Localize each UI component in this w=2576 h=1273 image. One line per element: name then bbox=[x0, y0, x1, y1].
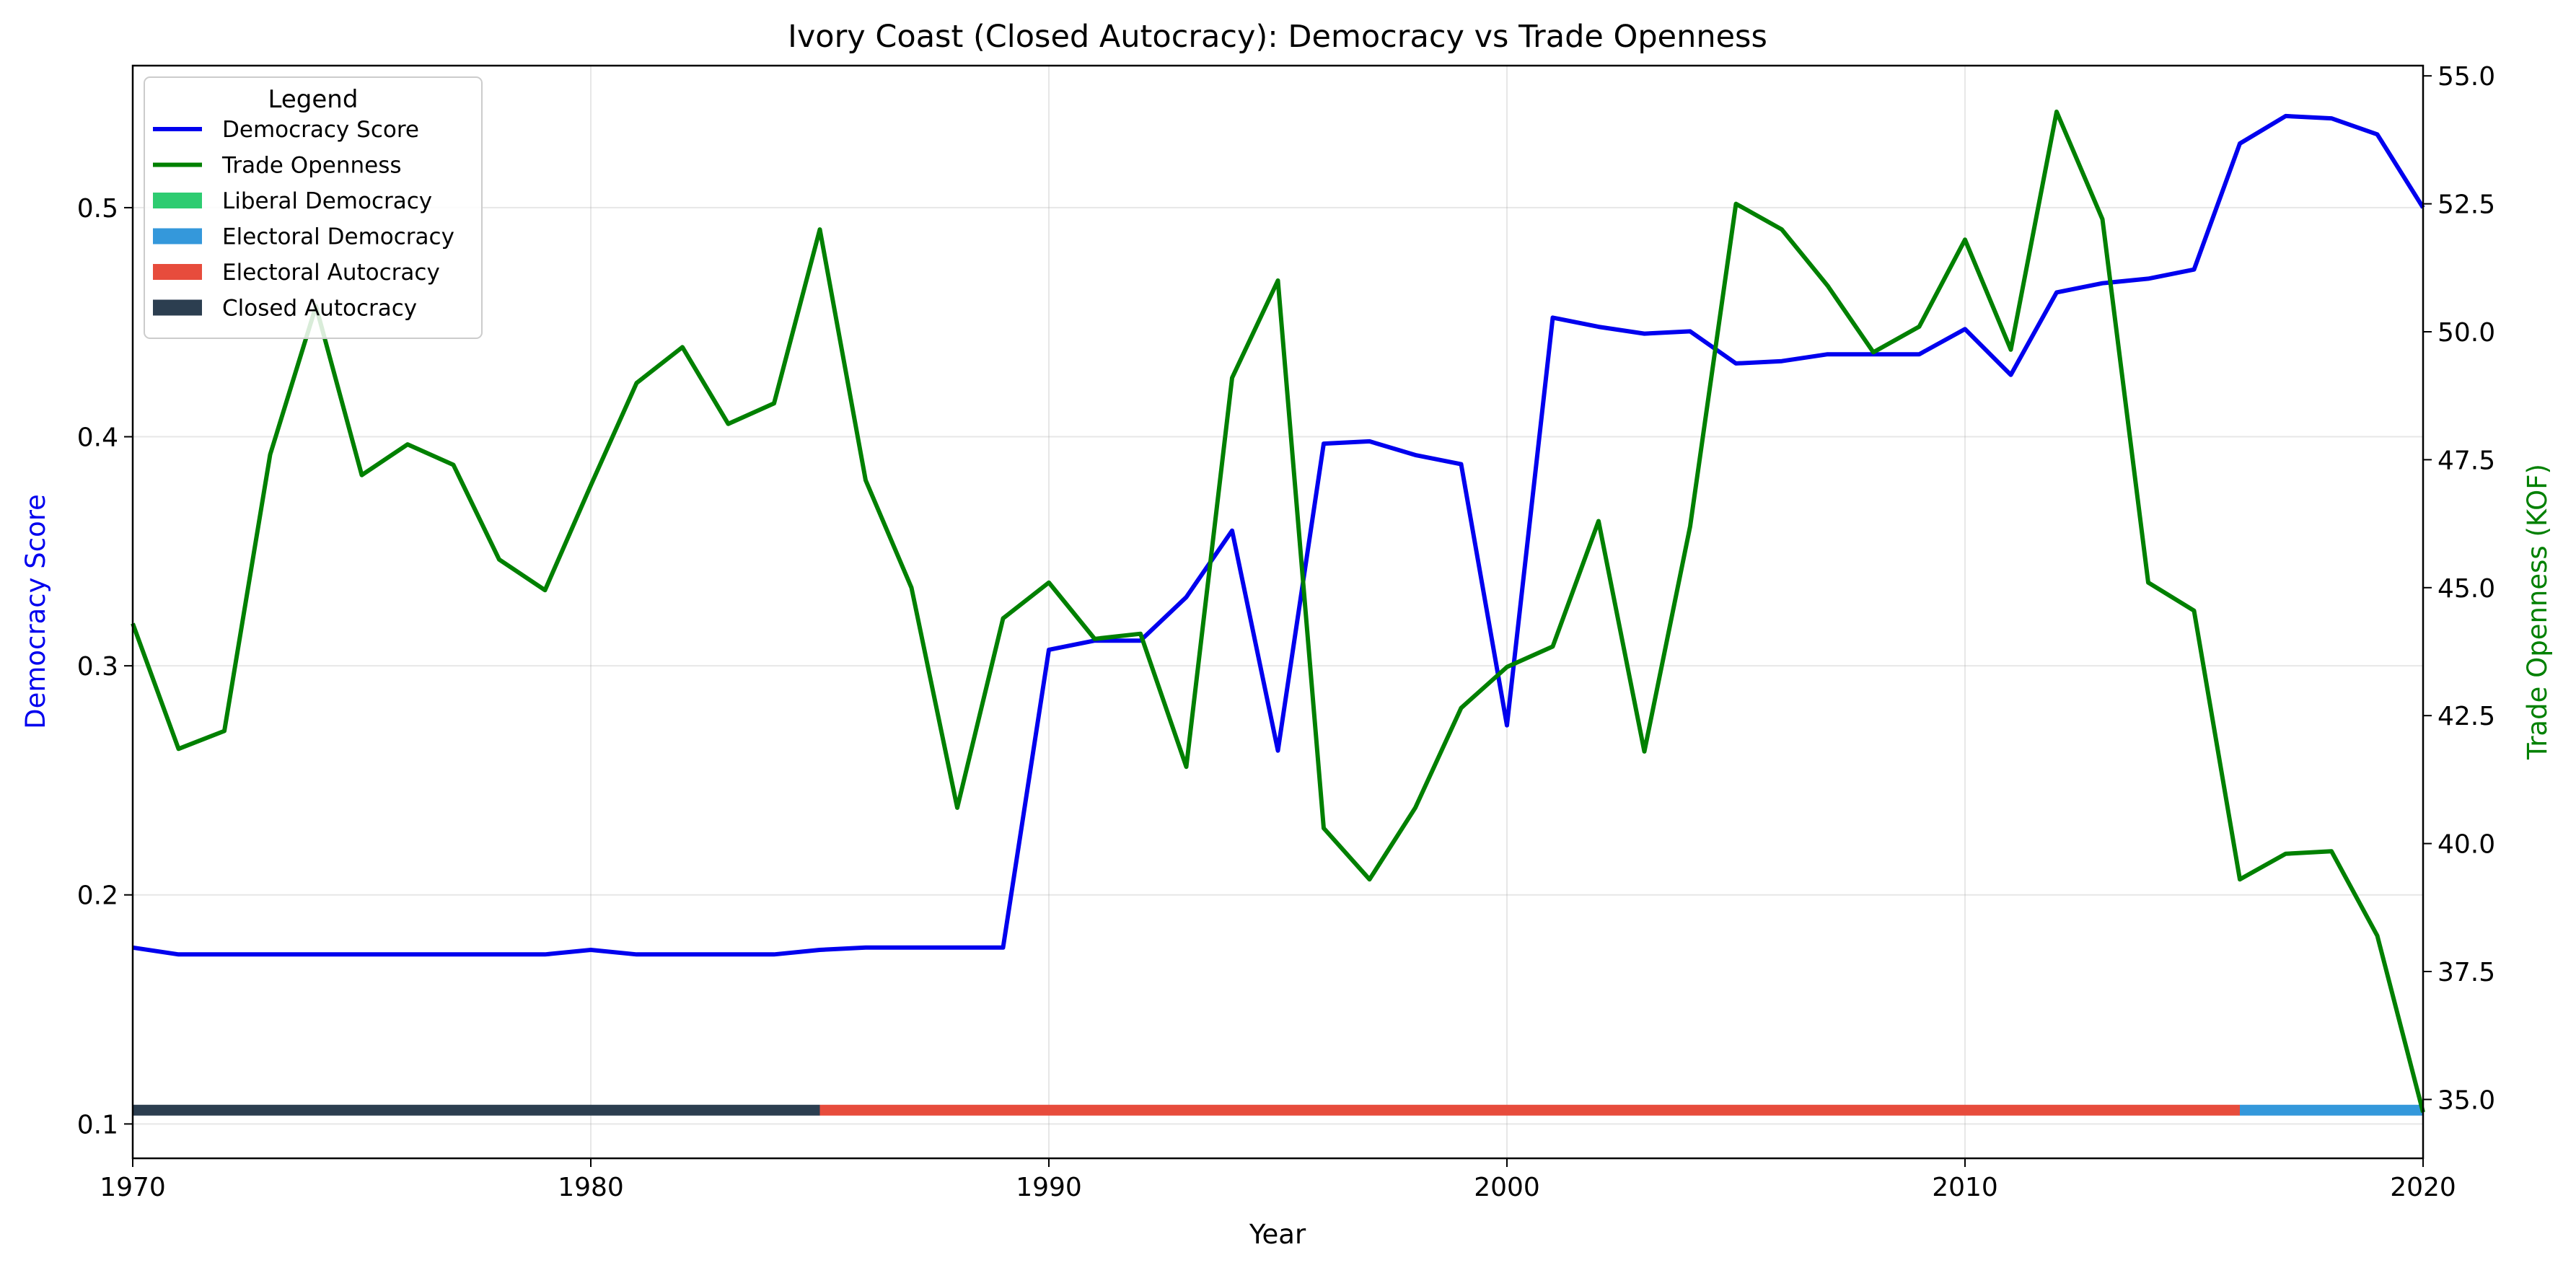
plot-area bbox=[133, 66, 2423, 1158]
y-right-axis-ticks: 35.0 37.5 40.0 42.5 45.0 47.5 50.0 52.5 55.0 bbox=[2423, 62, 2495, 1115]
legend-label-democracy-score: Democracy Score bbox=[222, 117, 419, 143]
y-left-axis-ticks: 0.1 0.2 0.3 0.4 0.5 bbox=[77, 194, 133, 1140]
legend-swatch-liberal-democracy bbox=[153, 193, 202, 208]
x-tick-label: 2020 bbox=[2390, 1173, 2456, 1202]
y-right-tick-label: 50.0 bbox=[2437, 318, 2495, 348]
chart-title: Ivory Coast (Closed Autocracy): Democrac… bbox=[788, 19, 1767, 55]
x-tick-label: 1980 bbox=[558, 1173, 624, 1202]
legend-label-trade-openness: Trade Openness bbox=[221, 153, 402, 179]
legend-entries: Democracy Score Trade Openness Liberal Dem… bbox=[153, 117, 454, 322]
legend-swatch-closed-autocracy bbox=[153, 299, 202, 316]
plot-frame bbox=[131, 64, 2425, 1160]
y-right-tick-label: 45.0 bbox=[2437, 574, 2495, 604]
y-right-tick-label: 52.5 bbox=[2437, 190, 2495, 220]
y-right-tick-label: 40.0 bbox=[2437, 830, 2495, 860]
y-right-axis-label: Trade Openness (KOF) bbox=[2522, 464, 2553, 760]
x-tick-label: 1970 bbox=[100, 1173, 166, 1202]
series-lines bbox=[131, 109, 2425, 1113]
legend-swatch-electoral-democracy bbox=[153, 228, 202, 245]
y-left-tick-label: 0.3 bbox=[77, 652, 118, 682]
y-left-tick-label: 0.4 bbox=[77, 423, 118, 453]
x-axis-label: Year bbox=[1249, 1219, 1306, 1250]
x-axis-ticks: 1970 1980 1990 2000 2010 2020 bbox=[100, 1158, 2456, 1202]
legend-label-liberal-democracy: Liberal Democracy bbox=[222, 188, 432, 214]
series-line-trade-openness bbox=[131, 109, 2425, 1113]
legend-frame bbox=[144, 76, 483, 339]
y-right-tick-label: 47.5 bbox=[2437, 446, 2495, 475]
x-tick-label: 2010 bbox=[1932, 1173, 1998, 1202]
y-left-axis-label: Democracy Score bbox=[20, 494, 51, 729]
legend: Legend Democracy Score Trade Openness Libe… bbox=[144, 76, 483, 339]
y-left-tick-label: 0.1 bbox=[77, 1110, 118, 1140]
legend-label-electoral-democracy: Electoral Democracy bbox=[222, 224, 454, 250]
y-right-tick-label: 37.5 bbox=[2437, 958, 2495, 987]
legend-title: Legend bbox=[268, 85, 359, 114]
series-line-democracy-score bbox=[132, 113, 2425, 957]
legend-label-electoral-autocracy: Electoral Autocracy bbox=[222, 260, 440, 286]
grid-y bbox=[133, 206, 2423, 1125]
y-right-tick-label: 55.0 bbox=[2437, 62, 2495, 92]
legend-swatch-electoral-autocracy bbox=[153, 264, 202, 280]
y-right-tick-label: 35.0 bbox=[2437, 1085, 2495, 1115]
y-left-tick-label: 0.2 bbox=[77, 881, 118, 911]
y-left-tick-label: 0.5 bbox=[77, 194, 118, 224]
legend-label-closed-autocracy: Closed Autocracy bbox=[222, 296, 417, 322]
x-tick-label: 2000 bbox=[1474, 1173, 1540, 1202]
x-tick-label: 1990 bbox=[1016, 1173, 1082, 1202]
y-right-tick-label: 42.5 bbox=[2437, 702, 2495, 731]
